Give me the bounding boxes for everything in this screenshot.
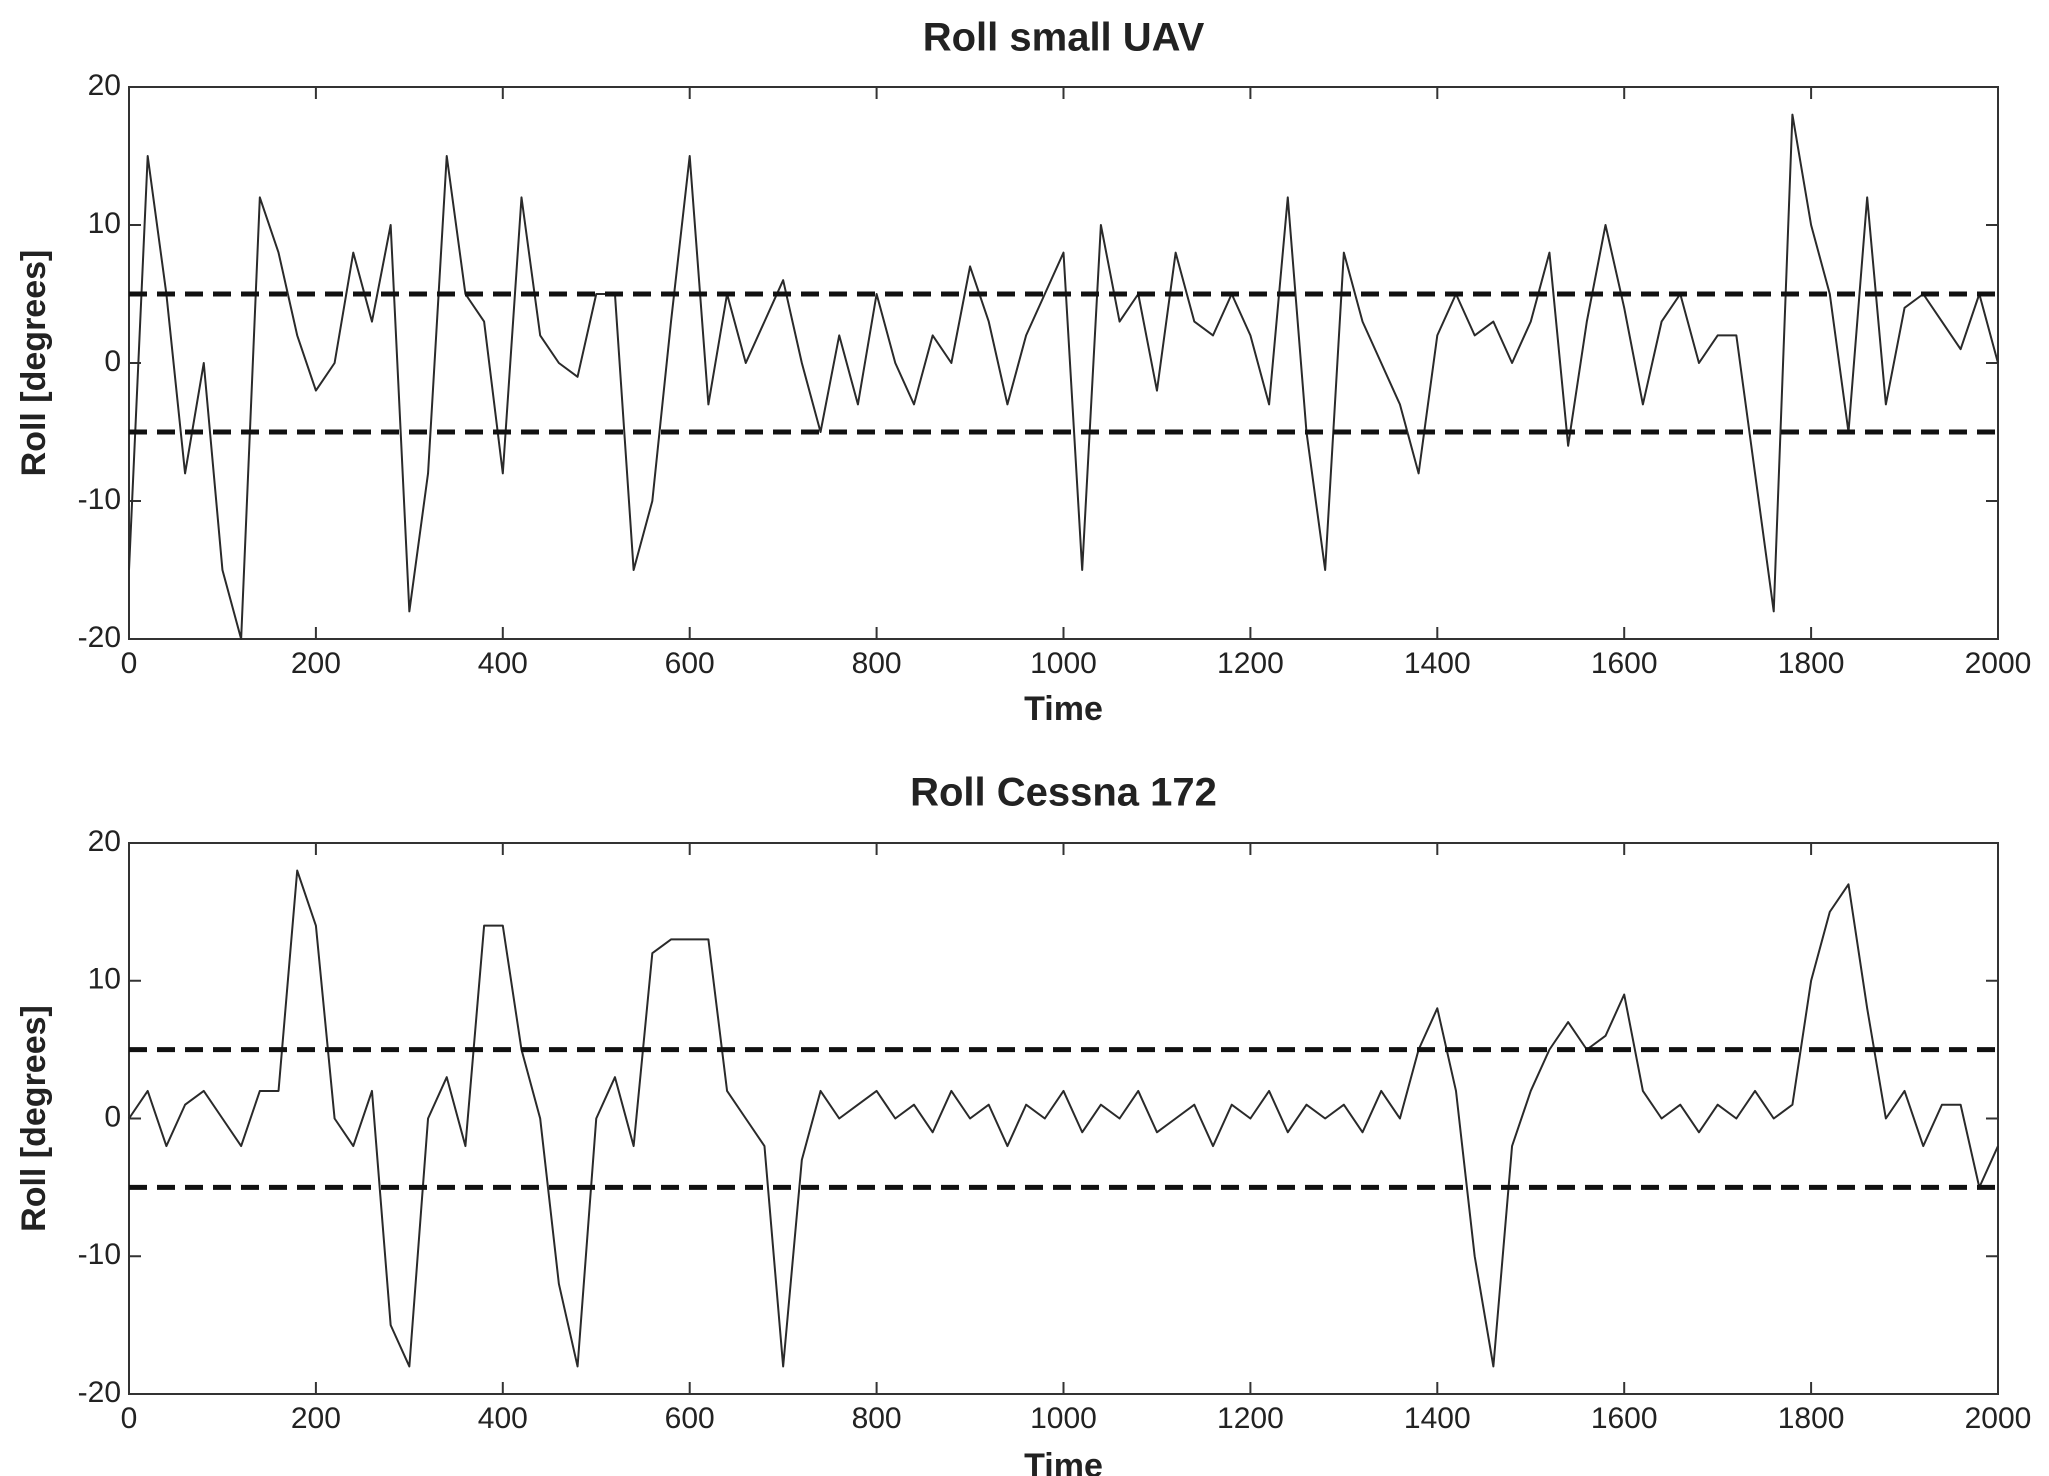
x-tick-label: 1200 bbox=[1217, 1402, 1284, 1435]
x-axis-label: Time bbox=[1024, 1447, 1103, 1476]
x-tick-label: 400 bbox=[478, 1402, 528, 1435]
x-tick-label: 1000 bbox=[1030, 647, 1097, 680]
x-tick-label: 1800 bbox=[1778, 647, 1845, 680]
y-tick-label: -20 bbox=[78, 1376, 121, 1409]
x-tick-label: 200 bbox=[291, 1402, 341, 1435]
x-tick-label: 600 bbox=[665, 647, 715, 680]
x-tick-label: 800 bbox=[852, 647, 902, 680]
x-tick-label: 200 bbox=[291, 647, 341, 680]
y-tick-label: 10 bbox=[88, 207, 121, 240]
x-tick-label: 1400 bbox=[1404, 1402, 1471, 1435]
data-line bbox=[128, 869, 1999, 1368]
x-tick-label: 1800 bbox=[1778, 1402, 1845, 1435]
chart-title: Roll small UAV bbox=[923, 16, 1205, 60]
y-tick-label: 20 bbox=[88, 69, 121, 102]
y-tick-label: -20 bbox=[78, 621, 121, 654]
plot-frame bbox=[128, 842, 1999, 1395]
plot-frame bbox=[128, 86, 1999, 640]
x-axis-label: Time bbox=[1024, 690, 1103, 728]
x-tick-label: 1400 bbox=[1404, 647, 1471, 680]
x-tick-label: 400 bbox=[478, 647, 528, 680]
x-tick-label: 1600 bbox=[1591, 1402, 1658, 1435]
y-tick-label: -10 bbox=[78, 1238, 121, 1271]
y-tick-label: -10 bbox=[78, 483, 121, 516]
x-tick-label: 1600 bbox=[1591, 647, 1658, 680]
y-tick-label: 10 bbox=[88, 963, 121, 996]
x-tick-label: 0 bbox=[121, 647, 138, 680]
y-axis-label: Roll [degrees] bbox=[15, 1005, 53, 1232]
y-axis-label: Roll [degrees] bbox=[15, 250, 53, 477]
y-tick-label: 0 bbox=[104, 345, 121, 378]
chart-title: Roll Cessna 172 bbox=[910, 771, 1217, 815]
x-tick-label: 2000 bbox=[1965, 647, 2032, 680]
x-tick-label: 600 bbox=[665, 1402, 715, 1435]
x-tick-label: 1000 bbox=[1030, 1402, 1097, 1435]
y-tick-label: 0 bbox=[104, 1100, 121, 1133]
x-tick-label: 1200 bbox=[1217, 647, 1284, 680]
data-line bbox=[128, 113, 1999, 640]
x-tick-label: 2000 bbox=[1965, 1402, 2032, 1435]
x-tick-label: 0 bbox=[121, 1402, 138, 1435]
x-tick-label: 800 bbox=[852, 1402, 902, 1435]
y-tick-label: 20 bbox=[88, 825, 121, 858]
